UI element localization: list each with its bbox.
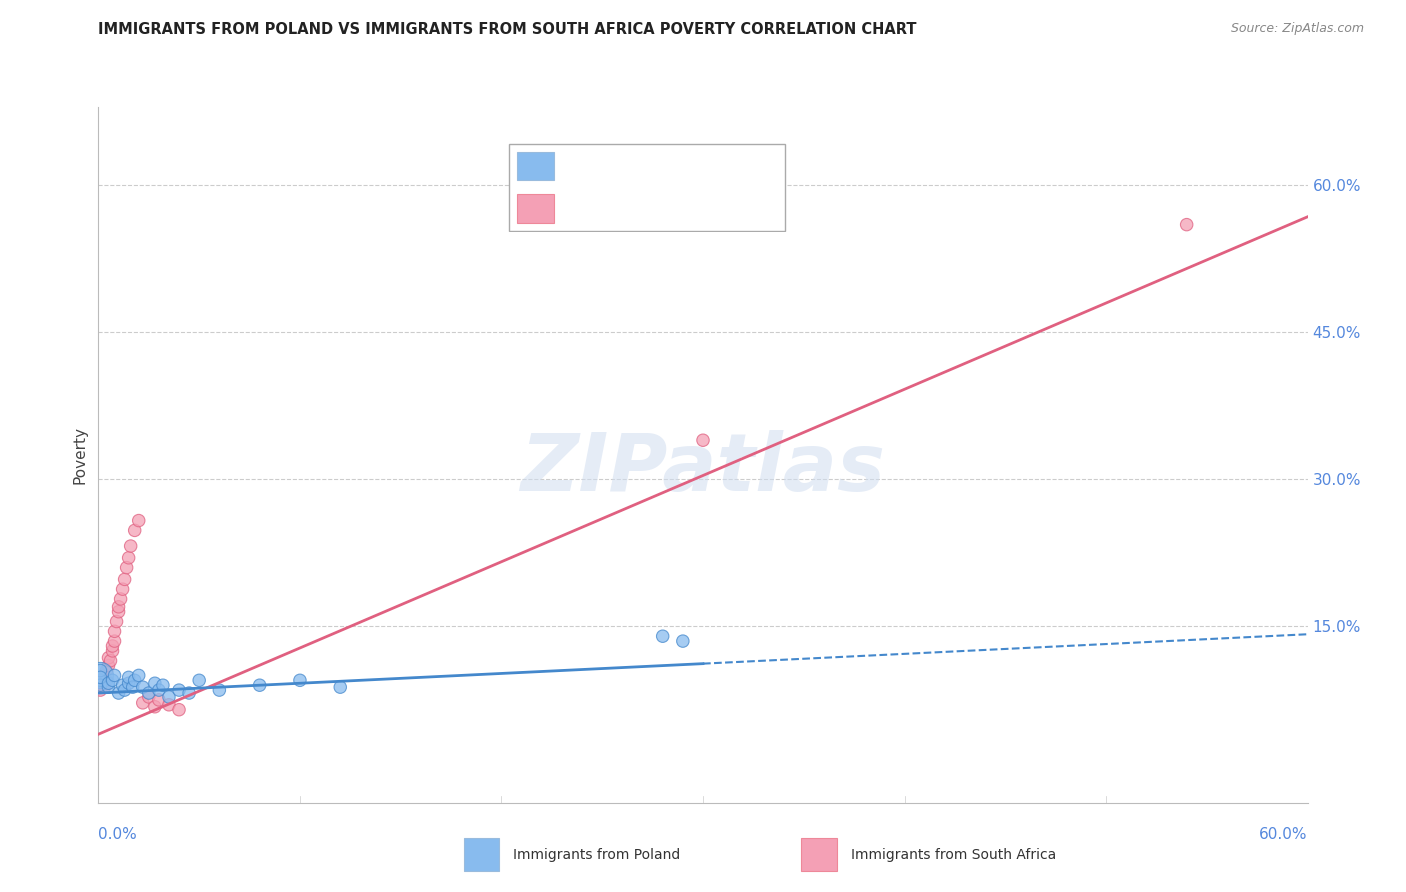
Point [101, 644, 124, 658]
Text: 60.0%: 60.0% [1260, 827, 1308, 842]
Point [115, 560, 138, 574]
Text: IMMIGRANTS FROM POLAND VS IMMIGRANTS FROM SOUTH AFRICA POVERTY CORRELATION CHART: IMMIGRANTS FROM POLAND VS IMMIGRANTS FRO… [98, 22, 917, 37]
Point [107, 599, 129, 614]
Y-axis label: Poverty: Poverty [72, 425, 87, 484]
Text: ZIPatlas: ZIPatlas [520, 430, 886, 508]
Point [100, 654, 122, 668]
Point [96, 673, 118, 688]
Point [157, 690, 180, 704]
Point [167, 683, 190, 698]
Point [96, 664, 118, 678]
Point [111, 582, 134, 597]
Point [89, 670, 111, 684]
Point [101, 673, 124, 688]
Point [89, 673, 111, 688]
Point [692, 434, 714, 448]
Text: R = 0.826: R = 0.826 [568, 202, 644, 216]
Point [152, 678, 174, 692]
Point [120, 539, 142, 553]
Text: Immigrants from Poland: Immigrants from Poland [513, 848, 681, 862]
Point [167, 703, 190, 717]
Point [103, 668, 125, 682]
Point [89, 664, 111, 678]
Point [97, 650, 120, 665]
Point [672, 634, 695, 648]
Point [651, 629, 673, 643]
Point [1175, 218, 1198, 232]
Point [105, 615, 128, 629]
Point [179, 686, 201, 700]
Point [97, 676, 120, 690]
Point [89, 678, 111, 692]
Point [143, 699, 166, 714]
FancyBboxPatch shape [464, 838, 499, 871]
Point [329, 680, 352, 694]
Point [97, 680, 120, 694]
Point [124, 524, 146, 538]
Point [121, 680, 143, 694]
Point [111, 678, 134, 692]
Text: Source: ZipAtlas.com: Source: ZipAtlas.com [1230, 22, 1364, 36]
Text: 0.0%: 0.0% [98, 827, 138, 842]
Point [93, 680, 115, 694]
Text: N = 32: N = 32 [697, 202, 751, 216]
Point [114, 683, 136, 698]
Point [188, 673, 211, 688]
Point [103, 634, 125, 648]
Point [148, 693, 170, 707]
Point [89, 668, 111, 682]
FancyBboxPatch shape [801, 838, 837, 871]
Text: N = 32: N = 32 [697, 159, 751, 173]
Point [118, 550, 141, 565]
Point [288, 673, 311, 688]
FancyBboxPatch shape [517, 194, 554, 223]
Point [157, 698, 180, 712]
Point [132, 696, 155, 710]
Point [208, 683, 231, 698]
Point [118, 670, 141, 684]
Point [128, 514, 150, 528]
Point [93, 668, 115, 682]
Point [103, 624, 125, 639]
Point [118, 676, 141, 690]
Point [91, 676, 114, 690]
Point [143, 676, 166, 690]
Point [89, 683, 111, 698]
Point [138, 686, 160, 700]
Point [132, 680, 155, 694]
Point [124, 673, 146, 688]
Point [107, 686, 129, 700]
Text: Immigrants from South Africa: Immigrants from South Africa [851, 848, 1056, 862]
Point [128, 668, 150, 682]
Point [148, 683, 170, 698]
Point [249, 678, 271, 692]
Point [97, 658, 120, 673]
Point [107, 605, 129, 619]
Text: R = 0.149: R = 0.149 [568, 159, 644, 173]
Point [138, 690, 160, 704]
Point [110, 591, 132, 606]
Point [101, 639, 124, 653]
FancyBboxPatch shape [509, 144, 785, 231]
FancyBboxPatch shape [517, 152, 554, 180]
Point [114, 573, 136, 587]
